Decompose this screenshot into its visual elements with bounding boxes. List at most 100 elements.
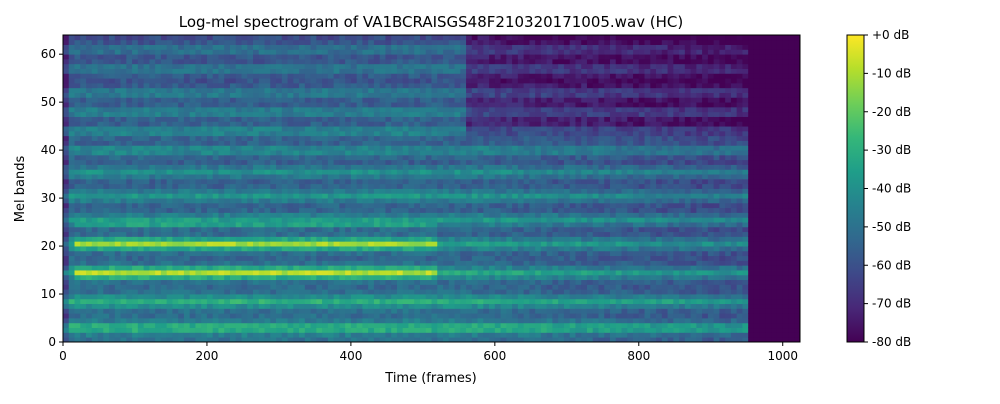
heatmap-cell [356, 87, 363, 93]
heatmap-cell [253, 260, 260, 266]
heatmap-cell [270, 236, 277, 242]
heatmap-cell [149, 73, 156, 79]
heatmap-cell [362, 130, 369, 137]
heatmap-cell [333, 207, 340, 213]
heatmap-cell [304, 58, 311, 65]
heatmap-cell [201, 284, 208, 290]
heatmap-cell [109, 212, 116, 218]
heatmap-cell [178, 130, 185, 137]
heatmap-cell [120, 289, 127, 295]
heatmap-cell [391, 159, 398, 165]
heatmap-cell [287, 87, 294, 93]
heatmap-cell [91, 87, 98, 93]
heatmap-cell [206, 102, 214, 108]
heatmap-cell [80, 327, 87, 333]
heatmap-cell [419, 63, 427, 69]
heatmap-cell [276, 207, 283, 213]
heatmap-cell [126, 308, 133, 314]
heatmap-cell [172, 58, 179, 65]
heatmap-cell [310, 202, 317, 209]
heatmap-cell [356, 193, 363, 199]
heatmap-cell [178, 322, 185, 329]
heatmap-cell [362, 116, 369, 122]
heatmap-cell [80, 270, 87, 276]
heatmap-cell [212, 44, 219, 50]
heatmap-cell [247, 231, 254, 237]
heatmap-cell [97, 318, 104, 324]
heatmap-cell [86, 217, 93, 223]
heatmap-cell [512, 332, 519, 338]
heatmap-cell [391, 193, 398, 199]
heatmap-cell [160, 332, 168, 338]
heatmap-cell [229, 313, 237, 319]
heatmap-cell [494, 164, 501, 170]
heatmap-cell [103, 313, 110, 319]
heatmap-cell [466, 35, 473, 41]
heatmap-cell [97, 73, 104, 79]
heatmap-cell [431, 260, 438, 266]
heatmap-cell [195, 150, 202, 156]
heatmap-cell [189, 260, 196, 266]
heatmap-cell [155, 178, 162, 185]
heatmap-cell [414, 255, 421, 261]
heatmap-cell [345, 174, 352, 180]
heatmap-cell [385, 174, 392, 180]
heatmap-cell [471, 87, 478, 93]
heatmap-cell [253, 217, 260, 223]
heatmap-cell [408, 54, 415, 60]
heatmap-cell [396, 327, 404, 333]
heatmap-cell [385, 39, 392, 45]
heatmap-cell [483, 241, 490, 247]
heatmap-cell [466, 260, 473, 266]
heatmap-cell [86, 111, 93, 117]
heatmap-cell [494, 126, 501, 132]
heatmap-cell [86, 145, 93, 151]
heatmap-cell [304, 327, 311, 333]
heatmap-cell [189, 226, 196, 233]
heatmap-cell [477, 318, 484, 324]
heatmap-cell [149, 97, 156, 103]
heatmap-cell [97, 250, 104, 257]
heatmap-cell [253, 126, 260, 132]
heatmap-cell [293, 207, 300, 213]
heatmap-cell [379, 49, 386, 55]
heatmap-cell [224, 270, 231, 276]
heatmap-cell [114, 289, 121, 295]
heatmap-cell [183, 35, 191, 41]
heatmap-cell [362, 318, 369, 324]
heatmap-cell [264, 274, 271, 281]
heatmap-cell [431, 294, 438, 300]
heatmap-cell [241, 121, 248, 127]
heatmap-cell [299, 270, 306, 276]
heatmap-cell [414, 78, 421, 84]
heatmap-cell [373, 217, 381, 223]
heatmap-cell [247, 217, 254, 223]
heatmap-cell [443, 159, 450, 165]
heatmap-cell [126, 183, 133, 189]
heatmap-cell [149, 313, 156, 319]
heatmap-cell [247, 63, 254, 69]
heatmap-cell [276, 49, 283, 55]
heatmap-cell [316, 246, 323, 252]
heatmap-cell [155, 241, 162, 247]
heatmap-cell [506, 198, 513, 204]
heatmap-cell [178, 145, 185, 151]
heatmap-cell [241, 217, 248, 223]
heatmap-cell [454, 44, 461, 50]
heatmap-cell [235, 154, 242, 161]
heatmap-cell [477, 183, 484, 189]
heatmap-cell [109, 154, 116, 161]
heatmap-cell [448, 313, 455, 319]
heatmap-cell [241, 188, 248, 194]
heatmap-cell [270, 68, 277, 74]
heatmap-cell [178, 39, 185, 45]
heatmap-cell [327, 198, 335, 204]
heatmap-cell [500, 294, 507, 300]
heatmap-cell [304, 54, 311, 60]
heatmap-cell [396, 140, 404, 146]
heatmap-cell [494, 193, 501, 199]
heatmap-cell [68, 250, 75, 257]
heatmap-cell [408, 102, 415, 108]
heatmap-cell [212, 332, 219, 338]
